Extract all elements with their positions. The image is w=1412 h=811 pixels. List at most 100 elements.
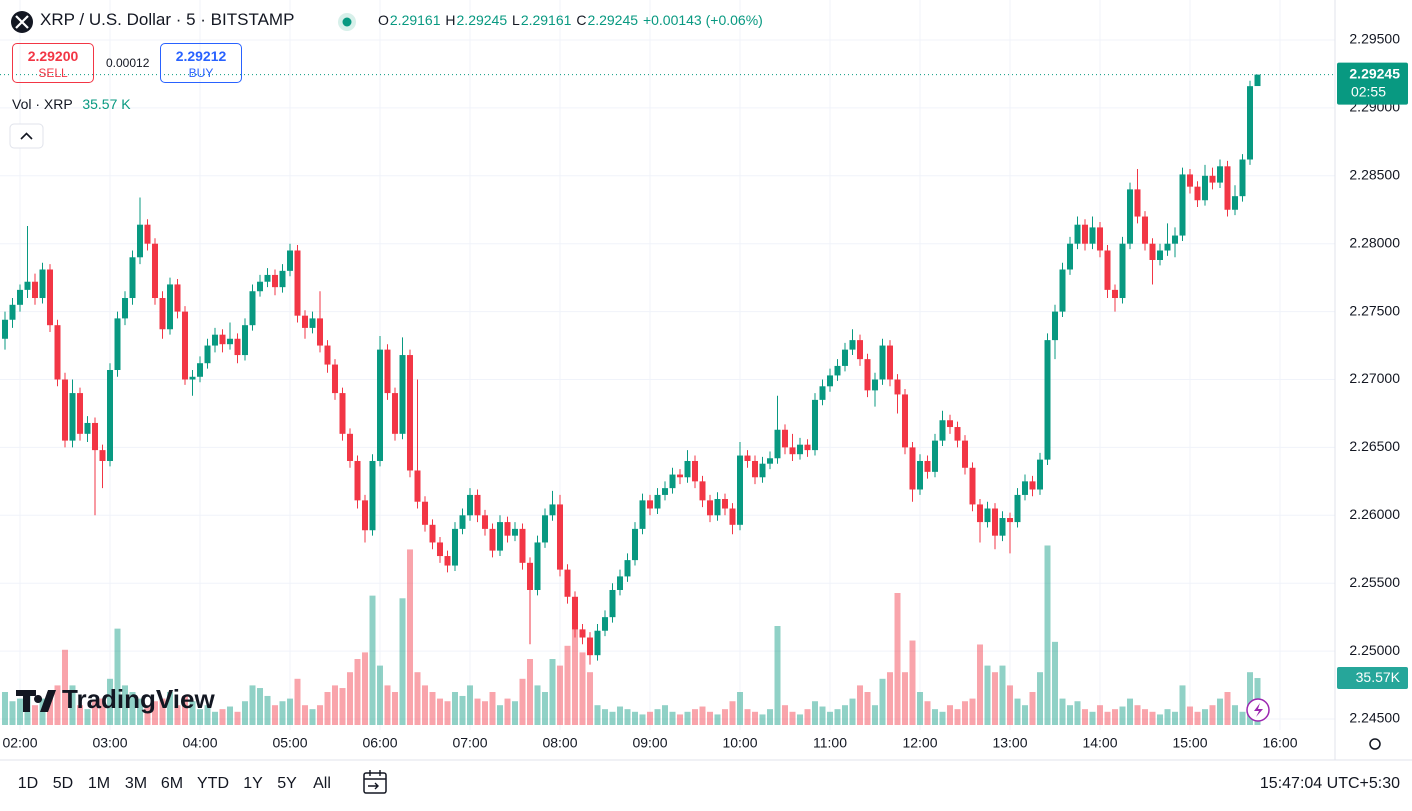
- candle-body: [174, 284, 181, 312]
- candle-body: [369, 460, 376, 531]
- y-tick-label: 2.28000: [1349, 234, 1400, 250]
- symbol-title: XRP / U.S. Dollar · 5 · BITSTAMP: [40, 10, 295, 29]
- candle-body: [137, 224, 143, 258]
- candle-body: [1232, 196, 1238, 210]
- range-button[interactable]: 6M: [160, 775, 184, 792]
- candle-body: [1029, 481, 1036, 490]
- volume-bar: [1194, 711, 1201, 725]
- calendar-icon[interactable]: [363, 772, 387, 794]
- volume-label: Vol · XRP: [12, 96, 73, 112]
- x-tick-label: 14:00: [1082, 735, 1117, 751]
- candle-body: [354, 460, 361, 501]
- volume-bar: [714, 714, 721, 725]
- candle-body: [504, 522, 511, 536]
- candle-body: [827, 375, 833, 387]
- candle-body: [932, 440, 938, 472]
- candle-body: [1104, 250, 1111, 290]
- candle-body: [324, 345, 331, 365]
- volume-bar: [212, 711, 218, 725]
- candle-body: [1224, 166, 1231, 210]
- volume-bar: [2, 692, 8, 725]
- candle-body: [1202, 175, 1208, 201]
- volume-bar: [819, 706, 826, 725]
- buy-label: BUY: [188, 66, 214, 80]
- volume-bar: [1157, 714, 1163, 725]
- volume-bar: [332, 685, 338, 725]
- volume-bar: [924, 701, 931, 725]
- collapse-icon: [20, 132, 33, 140]
- volume-bar: [77, 705, 83, 725]
- volume-bar: [624, 709, 631, 725]
- candle-body: [1142, 216, 1148, 244]
- volume-bar: [662, 705, 668, 725]
- volume-bar: [489, 692, 496, 725]
- candle-body: [1022, 481, 1028, 495]
- volume-bar: [47, 692, 53, 725]
- range-button[interactable]: 1D: [17, 775, 39, 792]
- range-button[interactable]: 5D: [52, 775, 74, 792]
- range-button[interactable]: 3M: [124, 775, 148, 792]
- volume-bar: [1119, 706, 1126, 725]
- candle-body: [437, 542, 443, 557]
- spread: 0.00012: [106, 56, 150, 70]
- buy-button[interactable]: 2.29212 BUY: [160, 43, 242, 83]
- settings-icon[interactable]: [1369, 738, 1381, 750]
- candle-body: [624, 560, 631, 577]
- calendar-lines: [364, 770, 386, 790]
- range-button[interactable]: 5Y: [277, 775, 297, 792]
- buy-price: 2.29212: [175, 48, 227, 64]
- sell-button[interactable]: 2.29200 SELL: [12, 43, 94, 83]
- candle-body: [452, 528, 458, 566]
- candle-body: [467, 494, 473, 516]
- sell-label: SELL: [38, 66, 68, 80]
- volume-bar: [954, 709, 961, 725]
- volume-bar: [62, 649, 68, 725]
- candle-body: [842, 349, 848, 366]
- logo-text: TradingView: [62, 684, 215, 714]
- candle-body: [729, 508, 736, 525]
- x-tick-label: 15:00: [1172, 735, 1207, 751]
- candle-body: [962, 440, 968, 468]
- candle-body: [744, 455, 751, 461]
- range-button[interactable]: All: [313, 775, 331, 792]
- y-tick-label: 2.26500: [1349, 438, 1400, 454]
- range-button[interactable]: 1Y: [243, 775, 263, 792]
- volume-bar: [789, 711, 796, 725]
- candle-body: [557, 504, 563, 570]
- volume-bar: [324, 692, 331, 725]
- x-tick-label: 02:00: [2, 735, 37, 751]
- candle-body: [272, 274, 278, 288]
- candle-body: [1089, 227, 1096, 244]
- volume-bar: [977, 644, 983, 725]
- y-tick-label: 2.27000: [1349, 370, 1400, 386]
- range-button[interactable]: YTD: [197, 775, 229, 792]
- collapse-button[interactable]: [9, 123, 44, 149]
- candle-body: [947, 420, 953, 428]
- volume-bar: [864, 692, 871, 725]
- volume-bar: [369, 595, 376, 725]
- volume-bar: [594, 705, 601, 725]
- volume-bar: [677, 714, 683, 725]
- volume-bar: [999, 665, 1006, 725]
- candle-body: [339, 393, 346, 434]
- volume-bar: [144, 705, 151, 725]
- x-tick-label: 07:00: [452, 735, 487, 751]
- candle-body: [797, 444, 803, 455]
- candle-body: [527, 562, 533, 590]
- x-tick-label: 06:00: [362, 735, 397, 751]
- volume-bar: [1247, 672, 1253, 725]
- candle-body: [699, 481, 706, 501]
- volume-bar: [309, 709, 316, 725]
- range-button[interactable]: 1M: [87, 775, 111, 792]
- volume-bar: [617, 706, 623, 725]
- candle-body: [144, 224, 151, 244]
- candle-body: [857, 340, 863, 360]
- volume-bar: [587, 672, 593, 725]
- volume-bar: [459, 695, 466, 725]
- candle-body: [1127, 189, 1133, 244]
- volume-bar: [1164, 709, 1171, 725]
- candle-body: [1194, 186, 1201, 201]
- candle-body: [392, 393, 398, 434]
- candle-body: [887, 345, 893, 380]
- volume-bar: [159, 698, 166, 725]
